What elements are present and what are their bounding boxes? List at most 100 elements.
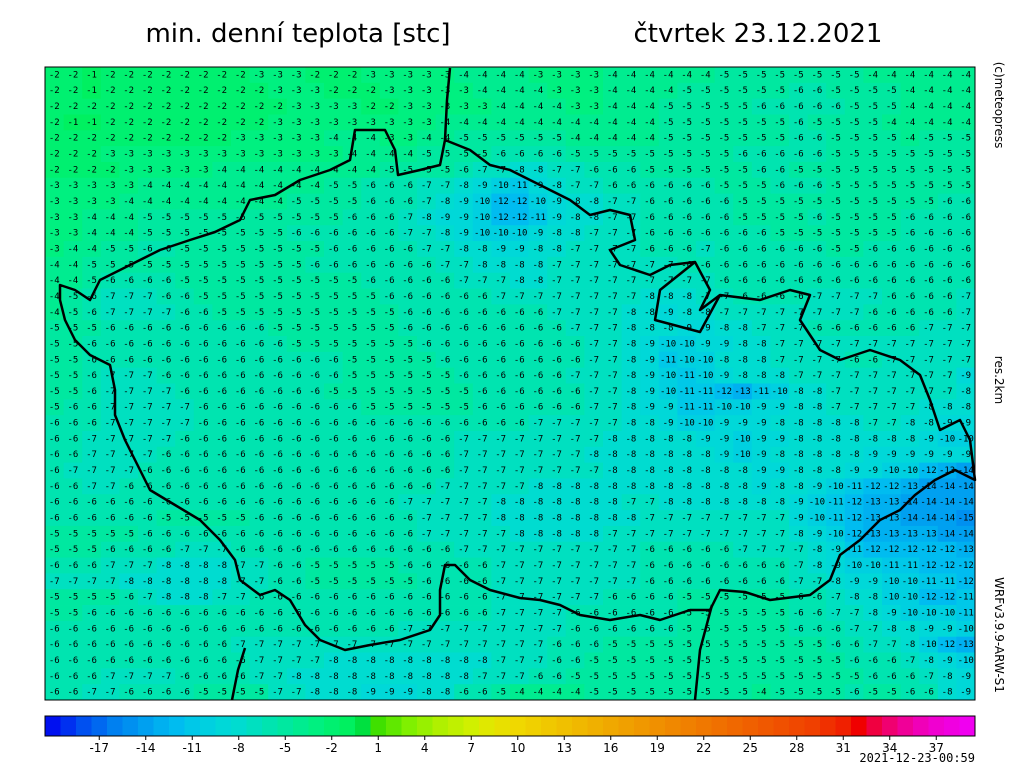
colorbar-label: 13 bbox=[557, 741, 572, 755]
grid-cell bbox=[900, 225, 920, 242]
cell-value: -5 bbox=[942, 150, 953, 160]
grid-cell bbox=[138, 114, 157, 131]
cell-value: -6 bbox=[179, 292, 190, 302]
cell-value: -8 bbox=[625, 403, 636, 413]
cell-value: -6 bbox=[216, 387, 227, 397]
cell-value: -4 bbox=[49, 292, 60, 302]
cell-value: -10 bbox=[846, 561, 862, 571]
cell-value: -7 bbox=[160, 672, 171, 682]
cell-value: -7 bbox=[811, 308, 822, 318]
cell-value: -9 bbox=[942, 624, 953, 634]
cell-value: -6 bbox=[756, 276, 767, 286]
cell-value: -7 bbox=[551, 419, 562, 429]
cell-value: -5 bbox=[942, 134, 953, 144]
grid-cell bbox=[231, 67, 250, 84]
cell-value: -5 bbox=[849, 70, 860, 80]
cell-value: -8 bbox=[849, 593, 860, 603]
cell-value: -6 bbox=[737, 577, 748, 587]
cell-value: -8 bbox=[551, 498, 562, 508]
grid-cell bbox=[714, 209, 734, 226]
cell-value: -5 bbox=[774, 197, 785, 207]
cell-value: -5 bbox=[439, 371, 450, 381]
cell-value: -6 bbox=[309, 355, 320, 365]
grid-cell bbox=[882, 177, 901, 194]
grid-cell bbox=[342, 256, 362, 274]
cell-value: -7 bbox=[570, 450, 581, 460]
cell-value: -5 bbox=[49, 529, 60, 539]
grid-cell bbox=[528, 256, 548, 274]
cell-value: -6 bbox=[216, 482, 227, 492]
cell-value: -6 bbox=[477, 339, 488, 349]
cell-value: -8 bbox=[439, 229, 450, 239]
grid-cell bbox=[807, 241, 827, 258]
cell-value: -6 bbox=[793, 181, 804, 191]
cell-value: -6 bbox=[291, 529, 302, 539]
cell-value: -7 bbox=[216, 593, 227, 603]
cell-value: -5 bbox=[365, 355, 376, 365]
cell-value: -4 bbox=[421, 134, 432, 144]
cell-value: -7 bbox=[105, 561, 116, 571]
cell-value: -7 bbox=[495, 529, 506, 539]
grid-cell bbox=[882, 225, 901, 242]
cell-value: -6 bbox=[514, 324, 525, 334]
cell-value: -8 bbox=[421, 672, 432, 682]
colorbar-segment bbox=[200, 716, 216, 736]
cell-value: -5 bbox=[272, 244, 283, 254]
cell-value: -6 bbox=[551, 640, 562, 650]
cell-value: -10 bbox=[883, 593, 899, 603]
grid-cell bbox=[603, 67, 622, 84]
cell-value: -6 bbox=[216, 624, 227, 634]
cell-value: -7 bbox=[849, 624, 860, 634]
cell-value: -5 bbox=[942, 181, 953, 191]
grid-cell bbox=[900, 130, 920, 147]
cell-value: -10 bbox=[734, 403, 750, 413]
grid-cell bbox=[510, 225, 529, 242]
cell-value: -9 bbox=[644, 403, 655, 413]
cell-value: -6 bbox=[774, 276, 785, 286]
cell-value: -5 bbox=[235, 260, 246, 270]
cell-value: -8 bbox=[942, 672, 953, 682]
cell-value: -7 bbox=[402, 213, 413, 223]
grid-cell bbox=[882, 114, 901, 131]
cell-value: -6 bbox=[235, 371, 246, 381]
grid-cell bbox=[528, 114, 548, 131]
grid-cell bbox=[305, 256, 325, 274]
grid-cell bbox=[193, 114, 213, 131]
cell-value: -2 bbox=[49, 86, 60, 96]
grid-cell bbox=[807, 82, 827, 100]
cell-value: -10 bbox=[660, 387, 676, 397]
cell-value: -2 bbox=[272, 102, 283, 112]
cell-value: -5 bbox=[216, 260, 227, 270]
cell-value: -6 bbox=[86, 403, 97, 413]
grid-cell bbox=[603, 272, 622, 289]
cell-value: -5 bbox=[867, 181, 878, 191]
cell-value: -9 bbox=[923, 450, 934, 460]
grid-cell bbox=[417, 209, 436, 226]
cell-value: -7 bbox=[588, 355, 599, 365]
grid-cell bbox=[100, 256, 120, 274]
cell-value: -11 bbox=[827, 498, 843, 508]
cell-value: -6 bbox=[570, 339, 581, 349]
cell-value: -5 bbox=[663, 656, 674, 666]
cell-value: -6 bbox=[421, 561, 432, 571]
cell-value: -8 bbox=[570, 529, 581, 539]
grid-cell bbox=[305, 225, 325, 242]
cell-value: -6 bbox=[123, 593, 134, 603]
cell-value: -4 bbox=[365, 165, 376, 175]
cell-value: -7 bbox=[849, 308, 860, 318]
cell-value: -5 bbox=[867, 197, 878, 207]
cell-value: -8 bbox=[737, 324, 748, 334]
cell-value: -9 bbox=[774, 403, 785, 413]
cell-value: -8 bbox=[644, 419, 655, 429]
cell-value: -6 bbox=[235, 545, 246, 555]
cell-value: -6 bbox=[737, 244, 748, 254]
grid-cell bbox=[621, 146, 641, 163]
cell-value: -6 bbox=[960, 213, 971, 223]
cell-value: -5 bbox=[737, 70, 748, 80]
grid-cell bbox=[807, 146, 827, 163]
cell-value: -7 bbox=[142, 672, 153, 682]
cell-value: -7 bbox=[532, 656, 543, 666]
cell-value: -5 bbox=[384, 339, 395, 349]
cell-value: -6 bbox=[700, 181, 711, 191]
cell-value: -5 bbox=[718, 656, 729, 666]
